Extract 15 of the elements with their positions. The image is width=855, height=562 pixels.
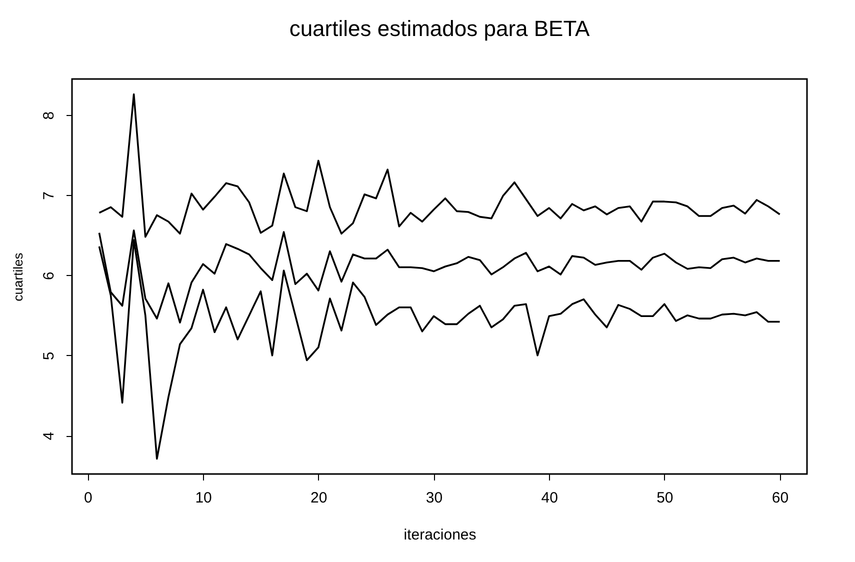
chart-title: cuartiles estimados para BETA (289, 16, 590, 41)
y-tick-label: 4 (40, 432, 58, 440)
y-tick-label: 6 (40, 272, 58, 280)
x-tick-label: 50 (656, 490, 674, 506)
x-tick-label: 20 (310, 490, 328, 506)
x-tick-label: 10 (195, 490, 212, 506)
y-tick-label: 5 (40, 352, 58, 360)
x-tick-label: 40 (541, 490, 558, 506)
x-axis-title: iteraciones (404, 526, 476, 544)
x-tick-label: 0 (84, 490, 92, 506)
y-tick-label: 7 (40, 192, 58, 200)
x-tick-label: 30 (426, 490, 443, 506)
y-axis-title: cuartiles (10, 252, 26, 302)
y-tick-label: 8 (40, 111, 58, 120)
x-tick-label: 60 (772, 490, 789, 506)
